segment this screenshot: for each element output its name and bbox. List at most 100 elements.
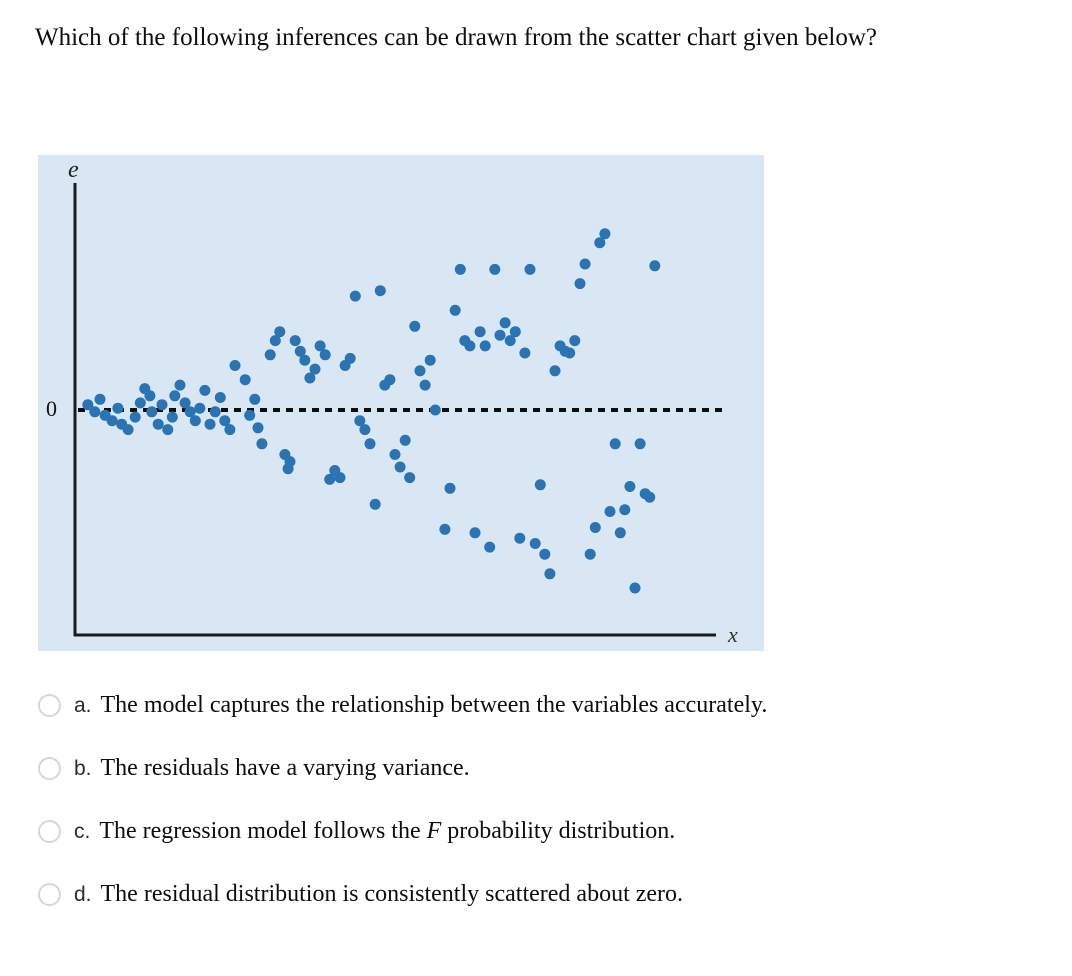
scatter-dot	[204, 418, 216, 430]
scatter-dot	[284, 456, 296, 468]
scatter-dot	[219, 415, 231, 427]
scatter-dot	[599, 228, 611, 240]
scatter-dot	[564, 347, 576, 359]
scatter-dot	[194, 402, 206, 414]
scatter-dot	[349, 290, 361, 302]
scatter-dot	[304, 372, 316, 384]
scatter-dot	[594, 237, 606, 249]
scatter-dot	[179, 397, 191, 409]
scatter-dot	[156, 399, 168, 411]
scatter-dot	[439, 523, 451, 535]
scatter-dot	[649, 260, 661, 272]
scatter-dot	[324, 473, 336, 485]
scatter-dot	[256, 438, 268, 450]
scatter-dot	[289, 335, 301, 347]
scatter-dot	[199, 384, 211, 396]
radio-button-b[interactable]	[38, 757, 61, 780]
option-a-text: The model captures the relationship betw…	[100, 692, 768, 718]
scatter-dot	[479, 340, 491, 352]
scatter-dot	[389, 449, 401, 460]
scatter-dot	[229, 360, 241, 371]
scatter-dot	[429, 404, 441, 416]
scatter-dot	[252, 422, 264, 434]
scatter-dot	[449, 304, 461, 316]
question-text: Which of the following inferences can be…	[35, 24, 878, 51]
scatter-dot	[534, 479, 546, 491]
scatter-dot	[269, 335, 281, 347]
scatter-dot	[224, 424, 236, 436]
scatter-dot	[579, 258, 591, 270]
scatter-dot	[524, 263, 536, 275]
scatter-dot	[244, 409, 256, 421]
option-c-letter: c.	[74, 819, 91, 843]
scatter-dot	[249, 393, 261, 405]
y-axis-label: e	[68, 157, 79, 183]
scatter-dot	[264, 349, 276, 361]
scatter-dot	[129, 411, 141, 423]
scatter-dot	[184, 406, 196, 418]
scatter-dot	[189, 415, 201, 427]
x-axis-label: x	[728, 622, 738, 647]
option-c[interactable]: c. The regression model follows the F pr…	[38, 818, 767, 845]
scatter-dot	[214, 392, 226, 403]
scatter-dot	[299, 354, 311, 366]
option-d[interactable]: d. The residual distribution is consiste…	[38, 881, 767, 908]
scatter-dot	[484, 541, 496, 553]
scatter-dot	[89, 406, 101, 418]
scatter-dot	[609, 438, 621, 450]
radio-button-a[interactable]	[38, 694, 61, 717]
scatter-dot	[384, 374, 396, 386]
scatter-dot	[529, 538, 541, 549]
scatter-dot	[82, 399, 94, 411]
scatter-dot	[549, 365, 561, 377]
scatter-dot	[144, 390, 156, 402]
scatter-dot	[374, 285, 386, 297]
scatter-dot	[419, 379, 431, 391]
scatter-dot	[134, 397, 146, 409]
option-b-letter: b.	[74, 756, 92, 780]
option-b[interactable]: b. The residuals have a varying variance…	[38, 755, 767, 782]
answer-options: a. The model captures the relationship b…	[38, 692, 767, 908]
scatter-dot	[344, 352, 356, 364]
scatter-dot	[152, 418, 164, 430]
scatter-dot	[494, 329, 506, 341]
scatter-dot	[469, 527, 481, 539]
scatter-dot	[354, 415, 366, 427]
scatter-dot	[584, 548, 596, 560]
option-c-text: The regression model follows the F proba…	[99, 818, 676, 844]
scatter-dot	[569, 335, 581, 347]
scatter-dot	[174, 379, 186, 391]
scatter-dot	[169, 390, 181, 402]
option-d-text: The residual distribution is consistentl…	[100, 881, 684, 907]
scatter-plot-svg	[73, 183, 724, 637]
scatter-dot	[619, 504, 631, 516]
option-a[interactable]: a. The model captures the relationship b…	[38, 692, 767, 719]
scatter-dot	[319, 349, 331, 361]
scatter-dot	[414, 365, 426, 377]
radio-button-d[interactable]	[38, 883, 61, 906]
scatter-dot	[504, 335, 516, 347]
scatter-dot	[274, 326, 286, 338]
scatter-dot	[294, 345, 306, 357]
scatter-dot	[334, 472, 346, 484]
scatter-dot	[629, 582, 641, 594]
radio-button-c[interactable]	[38, 820, 61, 843]
scatter-dot	[644, 491, 656, 503]
scatter-dot	[539, 548, 551, 560]
scatter-dot	[309, 363, 321, 375]
scatter-dot	[489, 263, 501, 275]
scatter-dot	[166, 411, 178, 423]
scatter-dot	[106, 415, 118, 427]
scatter-dot	[519, 347, 531, 359]
scatter-dot	[369, 498, 381, 510]
scatter-dot	[499, 317, 511, 329]
scatter-dot	[514, 532, 526, 544]
scatter-dot	[424, 354, 436, 366]
scatter-dot	[509, 326, 521, 338]
scatter-dot	[94, 393, 106, 405]
scatter-dot	[364, 438, 376, 450]
scatter-dot	[122, 424, 134, 436]
scatter-dot	[112, 402, 124, 414]
scatter-dot	[404, 472, 416, 484]
scatter-dot	[544, 568, 556, 580]
